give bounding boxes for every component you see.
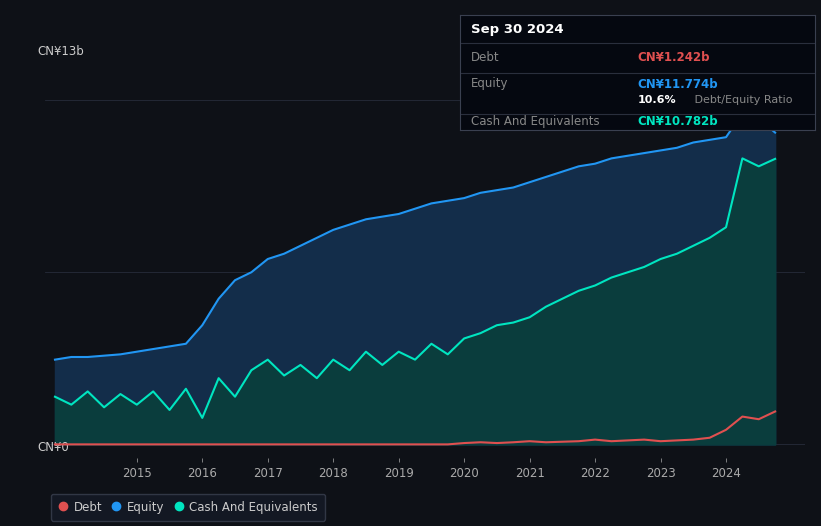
Text: Sep 30 2024: Sep 30 2024 [470,24,563,36]
Text: CN¥0: CN¥0 [38,441,69,454]
Text: CN¥10.782b: CN¥10.782b [637,115,718,128]
Text: CN¥1.242b: CN¥1.242b [637,51,710,64]
Text: Debt: Debt [470,51,499,64]
Text: CN¥13b: CN¥13b [38,45,85,58]
Text: CN¥11.774b: CN¥11.774b [637,77,718,90]
Text: Equity: Equity [470,77,508,90]
Legend: Debt, Equity, Cash And Equivalents: Debt, Equity, Cash And Equivalents [51,494,325,521]
Text: 10.6%: 10.6% [637,95,677,105]
Text: Debt/Equity Ratio: Debt/Equity Ratio [690,95,792,105]
Text: Cash And Equivalents: Cash And Equivalents [470,115,599,128]
